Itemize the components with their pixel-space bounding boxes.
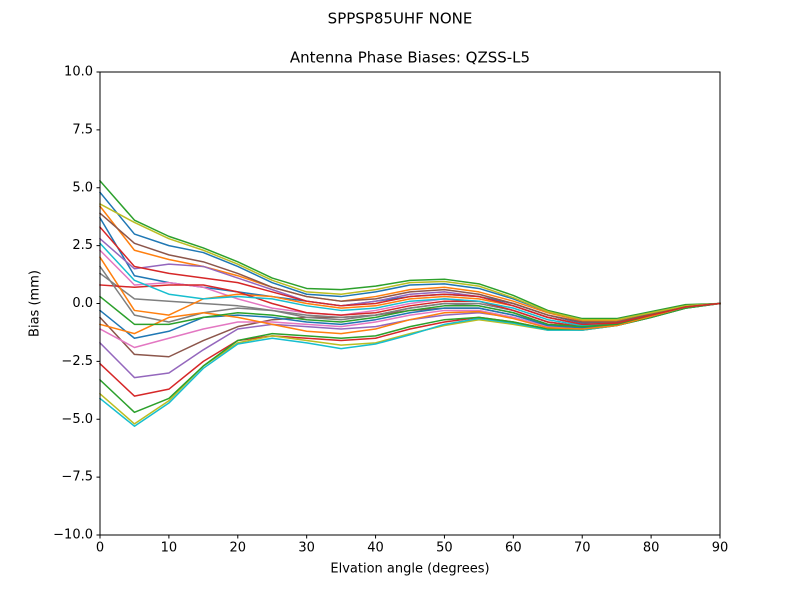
x-tick-label: 10 (161, 541, 178, 556)
y-tick-label: 7.5 (72, 122, 93, 137)
y-axis-label: Bias (mm) (28, 270, 43, 337)
x-tick-label: 0 (96, 541, 104, 556)
series-line (98, 202, 721, 321)
chart-title: Antenna Phase Biases: QZSS-L5 (290, 49, 530, 67)
series-line (98, 212, 721, 323)
series-line (98, 226, 721, 326)
y-tick-label: −10.0 (53, 528, 93, 543)
y-tick-label: −2.5 (61, 354, 93, 369)
y-tick-label: −7.5 (61, 470, 93, 485)
x-tick-label: 90 (712, 541, 729, 556)
plot-area (98, 179, 721, 427)
x-tick-label: 70 (574, 541, 591, 556)
y-tick-label: −5.0 (61, 412, 93, 427)
x-tick-label: 20 (230, 541, 247, 556)
y-tick-label: 5.0 (72, 180, 93, 195)
y-tick-label: 10.0 (64, 65, 93, 80)
x-axis-label: Elvation angle (degrees) (330, 562, 489, 577)
x-tick-label: 80 (643, 541, 660, 556)
series-line (98, 179, 721, 320)
series-line (98, 295, 721, 328)
x-tick-label: 60 (505, 541, 522, 556)
y-tick-label: 2.5 (72, 238, 93, 253)
x-tick-label: 50 (436, 541, 453, 556)
y-tick-label: 0.0 (72, 296, 93, 311)
series-line (99, 302, 721, 335)
x-tick-label: 30 (298, 541, 315, 556)
suptitle: SPPSP85UHF NONE (328, 10, 473, 28)
x-tick-label: 40 (367, 541, 384, 556)
